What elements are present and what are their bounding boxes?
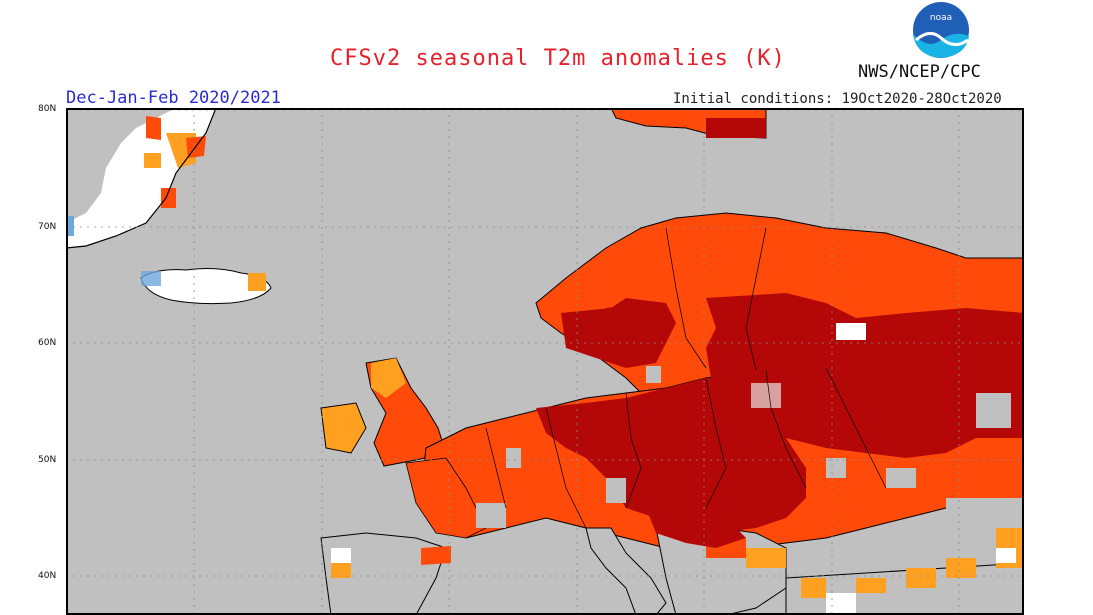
map-frame: [66, 108, 1024, 615]
strong-anomaly-region: [536, 293, 1024, 548]
initial-conditions-label: Initial conditions: 19Oct2020-28Oct2020: [673, 91, 1002, 107]
agency-label: NWS/NCEP/CPC: [858, 62, 981, 82]
season-label: Dec-Jan-Feb 2020/2021: [66, 88, 281, 108]
british-isles-region: [320, 357, 447, 467]
lat-label-40n: 40N: [38, 571, 57, 581]
lat-label-70n: 70N: [38, 222, 57, 232]
lat-label-50n: 50N: [38, 455, 57, 465]
iceland-region: [140, 268, 272, 305]
svalbard-region: [610, 108, 767, 139]
lat-label-60n: 60N: [38, 338, 57, 348]
country-borders: [485, 227, 887, 529]
neutral-gaps: [476, 366, 1024, 528]
chart-title: CFSv2 seasonal T2m anomalies (K): [330, 46, 786, 71]
noaa-logo: noaa: [913, 2, 969, 58]
lat-label-80n: 80N: [38, 104, 57, 114]
greenland-region: [66, 108, 217, 249]
logo-text: noaa: [930, 13, 952, 23]
anomaly-map: [66, 108, 1024, 615]
